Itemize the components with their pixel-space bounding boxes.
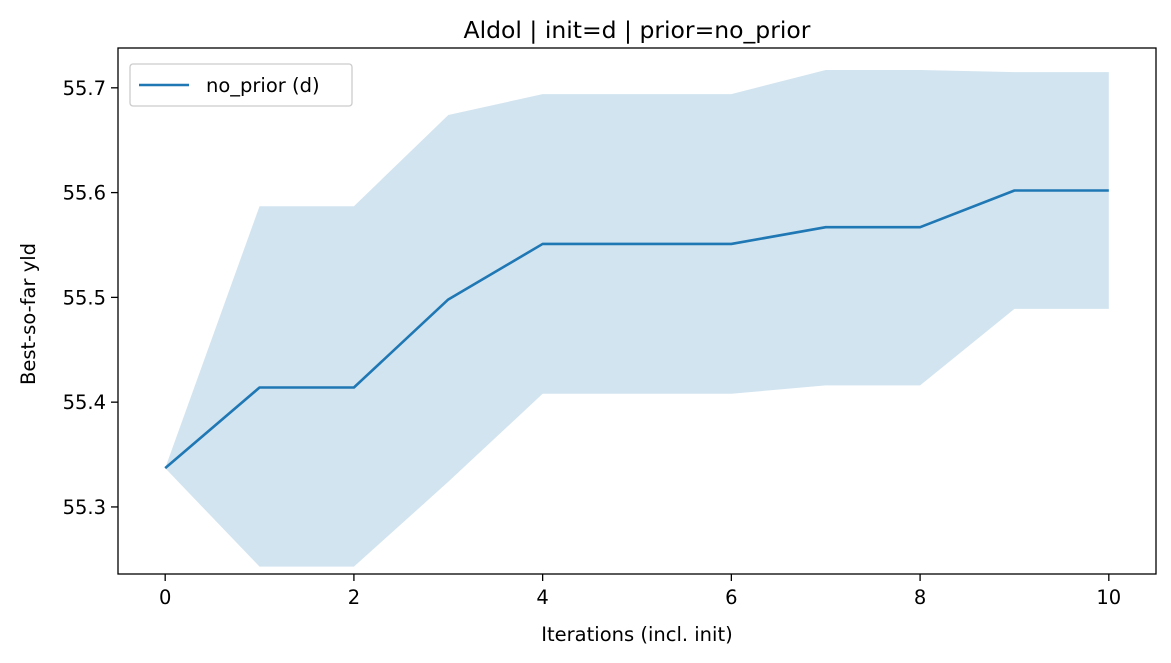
- x-tick-label: 8: [914, 586, 926, 609]
- x-tick-label: 4: [536, 586, 548, 609]
- y-tick-label: 55.4: [63, 391, 106, 414]
- x-tick-label: 0: [159, 586, 171, 609]
- x-tick-label: 6: [725, 586, 737, 609]
- y-tick-label: 55.7: [63, 77, 106, 100]
- legend: no_prior (d): [129, 63, 353, 107]
- series-line-no-prior: [164, 189, 1109, 470]
- y-tick-label: 55.6: [63, 182, 106, 205]
- x-axis-title: Iterations (incl. init): [541, 623, 732, 646]
- y-axis-title: Best-so-far yld: [17, 243, 40, 385]
- confidence-band: [165, 70, 1109, 567]
- y-axis: 55.3 55.4 55.5 55.6 55.7: [63, 77, 118, 519]
- legend-box: [129, 63, 353, 107]
- x-axis: 0 2 4 6 8 10: [159, 574, 1121, 609]
- y-tick-label: 55.5: [63, 286, 106, 309]
- chart-title: Aldol | init=d | prior=no_prior: [464, 16, 811, 44]
- x-tick-label: 2: [348, 586, 360, 609]
- x-tick-label: 10: [1096, 586, 1121, 609]
- legend-label-no-prior: no_prior (d): [206, 74, 320, 97]
- plot-area: [164, 70, 1109, 567]
- plot-frame: [117, 47, 1157, 575]
- y-tick-label: 55.3: [63, 496, 106, 519]
